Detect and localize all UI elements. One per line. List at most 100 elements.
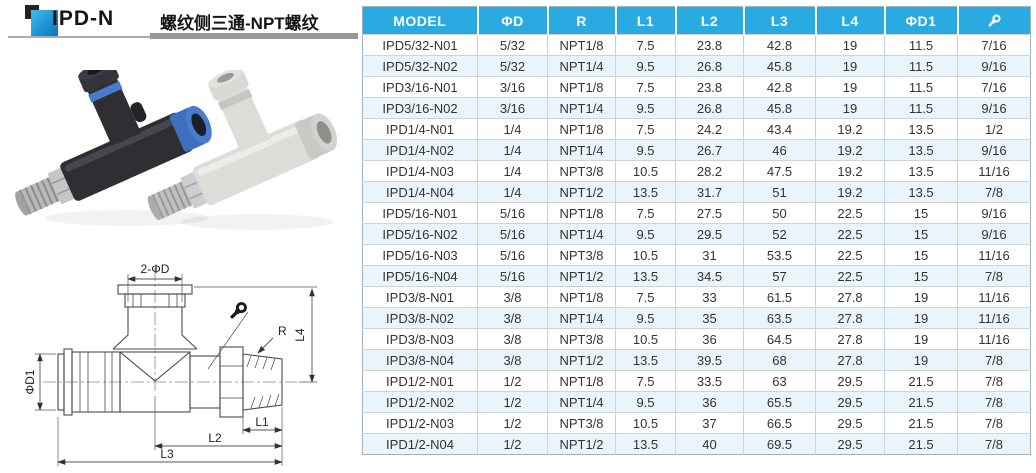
table-cell: 11.5 xyxy=(884,76,958,98)
brand-header: IPD-N 螺纹侧三通-NPT螺纹 xyxy=(0,0,360,46)
table-cell: 45.8 xyxy=(743,97,816,119)
table-cell: 9/16 xyxy=(957,223,1031,245)
table-cell: 15 xyxy=(884,244,958,266)
table-row: IPD1/2-N03 1/2 NPT3/8 10.5 37 66.5 29.5 21.5 7/8 xyxy=(362,412,1031,434)
table-cell: 22.5 xyxy=(815,244,885,266)
table-cell: IPD3/16-N01 xyxy=(362,76,478,98)
dim-label-l1: L1 xyxy=(255,415,269,429)
table-cell: 7/8 xyxy=(957,433,1031,455)
table-cell: 11.5 xyxy=(884,97,958,119)
table-cell: NPT3/8 xyxy=(547,412,616,434)
table-cell: IPD1/4-N03 xyxy=(362,160,478,182)
table-cell: 35 xyxy=(675,307,744,329)
table-cell: NPT1/8 xyxy=(547,76,616,98)
table-cell: 39.5 xyxy=(675,349,744,371)
table-cell: 27.8 xyxy=(815,349,885,371)
table-cell: 31.7 xyxy=(675,181,744,203)
table-cell: IPD1/2-N02 xyxy=(362,391,478,413)
table-cell: 37 xyxy=(675,412,744,434)
table-cell: IPD1/4-N04 xyxy=(362,181,478,203)
table-cell: IPD5/16-N04 xyxy=(362,265,478,287)
table-cell: NPT1/2 xyxy=(547,181,616,203)
table-row: IPD5/16-N02 5/16 NPT1/4 9.5 29.5 52 22.5 15 9/16 xyxy=(362,223,1031,245)
table-cell: 19.2 xyxy=(815,118,885,140)
dim-label-l3: L3 xyxy=(160,447,174,461)
table-cell: 11/16 xyxy=(957,160,1031,182)
table-cell: 26.8 xyxy=(675,55,744,77)
table-cell: 33 xyxy=(675,286,744,308)
table-cell: 7.5 xyxy=(615,370,676,392)
table-cell: NPT3/8 xyxy=(547,328,616,350)
table-cell: 13.5 xyxy=(884,160,958,182)
table-cell: 19.2 xyxy=(815,181,885,203)
table-cell: 50 xyxy=(743,202,816,224)
table-cell: 22.5 xyxy=(815,202,885,224)
table-cell: 9.5 xyxy=(615,307,676,329)
table-cell: 19 xyxy=(815,97,885,119)
table-cell: 11/16 xyxy=(957,244,1031,266)
table-cell: NPT3/8 xyxy=(547,160,616,182)
table-cell: 27.8 xyxy=(815,328,885,350)
table-cell: 15 xyxy=(884,223,958,245)
table-cell: 29.5 xyxy=(675,223,744,245)
table-row: IPD5/32-N02 5/32 NPT1/4 9.5 26.8 45.8 19 11.5 9/… xyxy=(362,55,1031,77)
table-row: IPD3/8-N03 3/8 NPT3/8 10.5 36 64.5 27.8 19 11/16 xyxy=(362,328,1031,350)
table-cell: 34.5 xyxy=(675,265,744,287)
table-cell: 13.5 xyxy=(884,139,958,161)
table-cell: 29.5 xyxy=(815,412,885,434)
table-cell: 65.5 xyxy=(743,391,816,413)
table-cell: NPT1/8 xyxy=(547,370,616,392)
table-cell: 1/4 xyxy=(477,181,548,203)
table-row: IPD1/4-N04 1/4 NPT1/2 13.5 31.7 51 19.2 13.5 7/8 xyxy=(362,181,1031,203)
table-cell: 7/16 xyxy=(957,76,1031,98)
table-cell: 9/16 xyxy=(957,55,1031,77)
table-cell: 28.2 xyxy=(675,160,744,182)
table-cell: 15 xyxy=(884,265,958,287)
table-cell: 1/2 xyxy=(477,370,548,392)
table-cell: 1/4 xyxy=(477,118,548,140)
table-cell: NPT1/8 xyxy=(547,202,616,224)
product-series-code: IPD-N xyxy=(52,7,115,30)
column-header-l2: L2 xyxy=(675,6,745,35)
wrench-icon xyxy=(227,299,250,322)
table-row: IPD1/4-N02 1/4 NPT1/4 9.5 26.7 46 19.2 13.5 9/16 xyxy=(362,139,1031,161)
table-cell: 24.2 xyxy=(675,118,744,140)
dim-label-r: R xyxy=(278,324,287,338)
table-cell: 13.5 xyxy=(615,265,676,287)
table-cell: 29.5 xyxy=(815,391,885,413)
table-cell: 1/2 xyxy=(957,118,1031,140)
table-cell: 23.8 xyxy=(675,76,744,98)
table-cell: IPD1/2-N03 xyxy=(362,412,478,434)
table-row: IPD5/32-N01 5/32 NPT1/8 7.5 23.8 42.8 19 11.5 7/… xyxy=(362,34,1031,56)
table-cell: IPD3/8-N04 xyxy=(362,349,478,371)
column-header-d: ΦD xyxy=(477,6,549,35)
spec-table: MODEL ΦD R L1 L2 L3 L4 ΦD1 IPD5/32-N01 5/… xyxy=(362,6,1031,455)
table-cell: 9.5 xyxy=(615,55,676,77)
table-cell: 9.5 xyxy=(615,139,676,161)
table-cell: 19 xyxy=(815,55,885,77)
table-cell: IPD5/16-N02 xyxy=(362,223,478,245)
table-header-row: MODEL ΦD R L1 L2 L3 L4 ΦD1 xyxy=(362,6,1031,35)
table-cell: 11.5 xyxy=(884,34,958,56)
table-cell: 19.2 xyxy=(815,160,885,182)
table-cell: 69.5 xyxy=(743,433,816,455)
table-cell: 19 xyxy=(884,328,958,350)
table-cell: IPD1/2-N04 xyxy=(362,433,478,455)
table-cell: 7/8 xyxy=(957,370,1031,392)
dim-label-l2: L2 xyxy=(208,431,222,445)
table-cell: 63 xyxy=(743,370,816,392)
table-cell: 5/16 xyxy=(477,265,548,287)
table-cell: 53.5 xyxy=(743,244,816,266)
table-cell: 3/16 xyxy=(477,76,548,98)
table-cell: 52 xyxy=(743,223,816,245)
table-cell: 27.8 xyxy=(815,286,885,308)
table-cell: 19 xyxy=(815,76,885,98)
table-cell: 9/16 xyxy=(957,202,1031,224)
table-cell: 5/16 xyxy=(477,223,548,245)
table-cell: 10.5 xyxy=(615,328,676,350)
table-cell: NPT1/4 xyxy=(547,223,616,245)
table-cell: NPT1/4 xyxy=(547,391,616,413)
table-cell: NPT1/4 xyxy=(547,307,616,329)
table-cell: 5/32 xyxy=(477,34,548,56)
table-cell: 1/2 xyxy=(477,412,548,434)
